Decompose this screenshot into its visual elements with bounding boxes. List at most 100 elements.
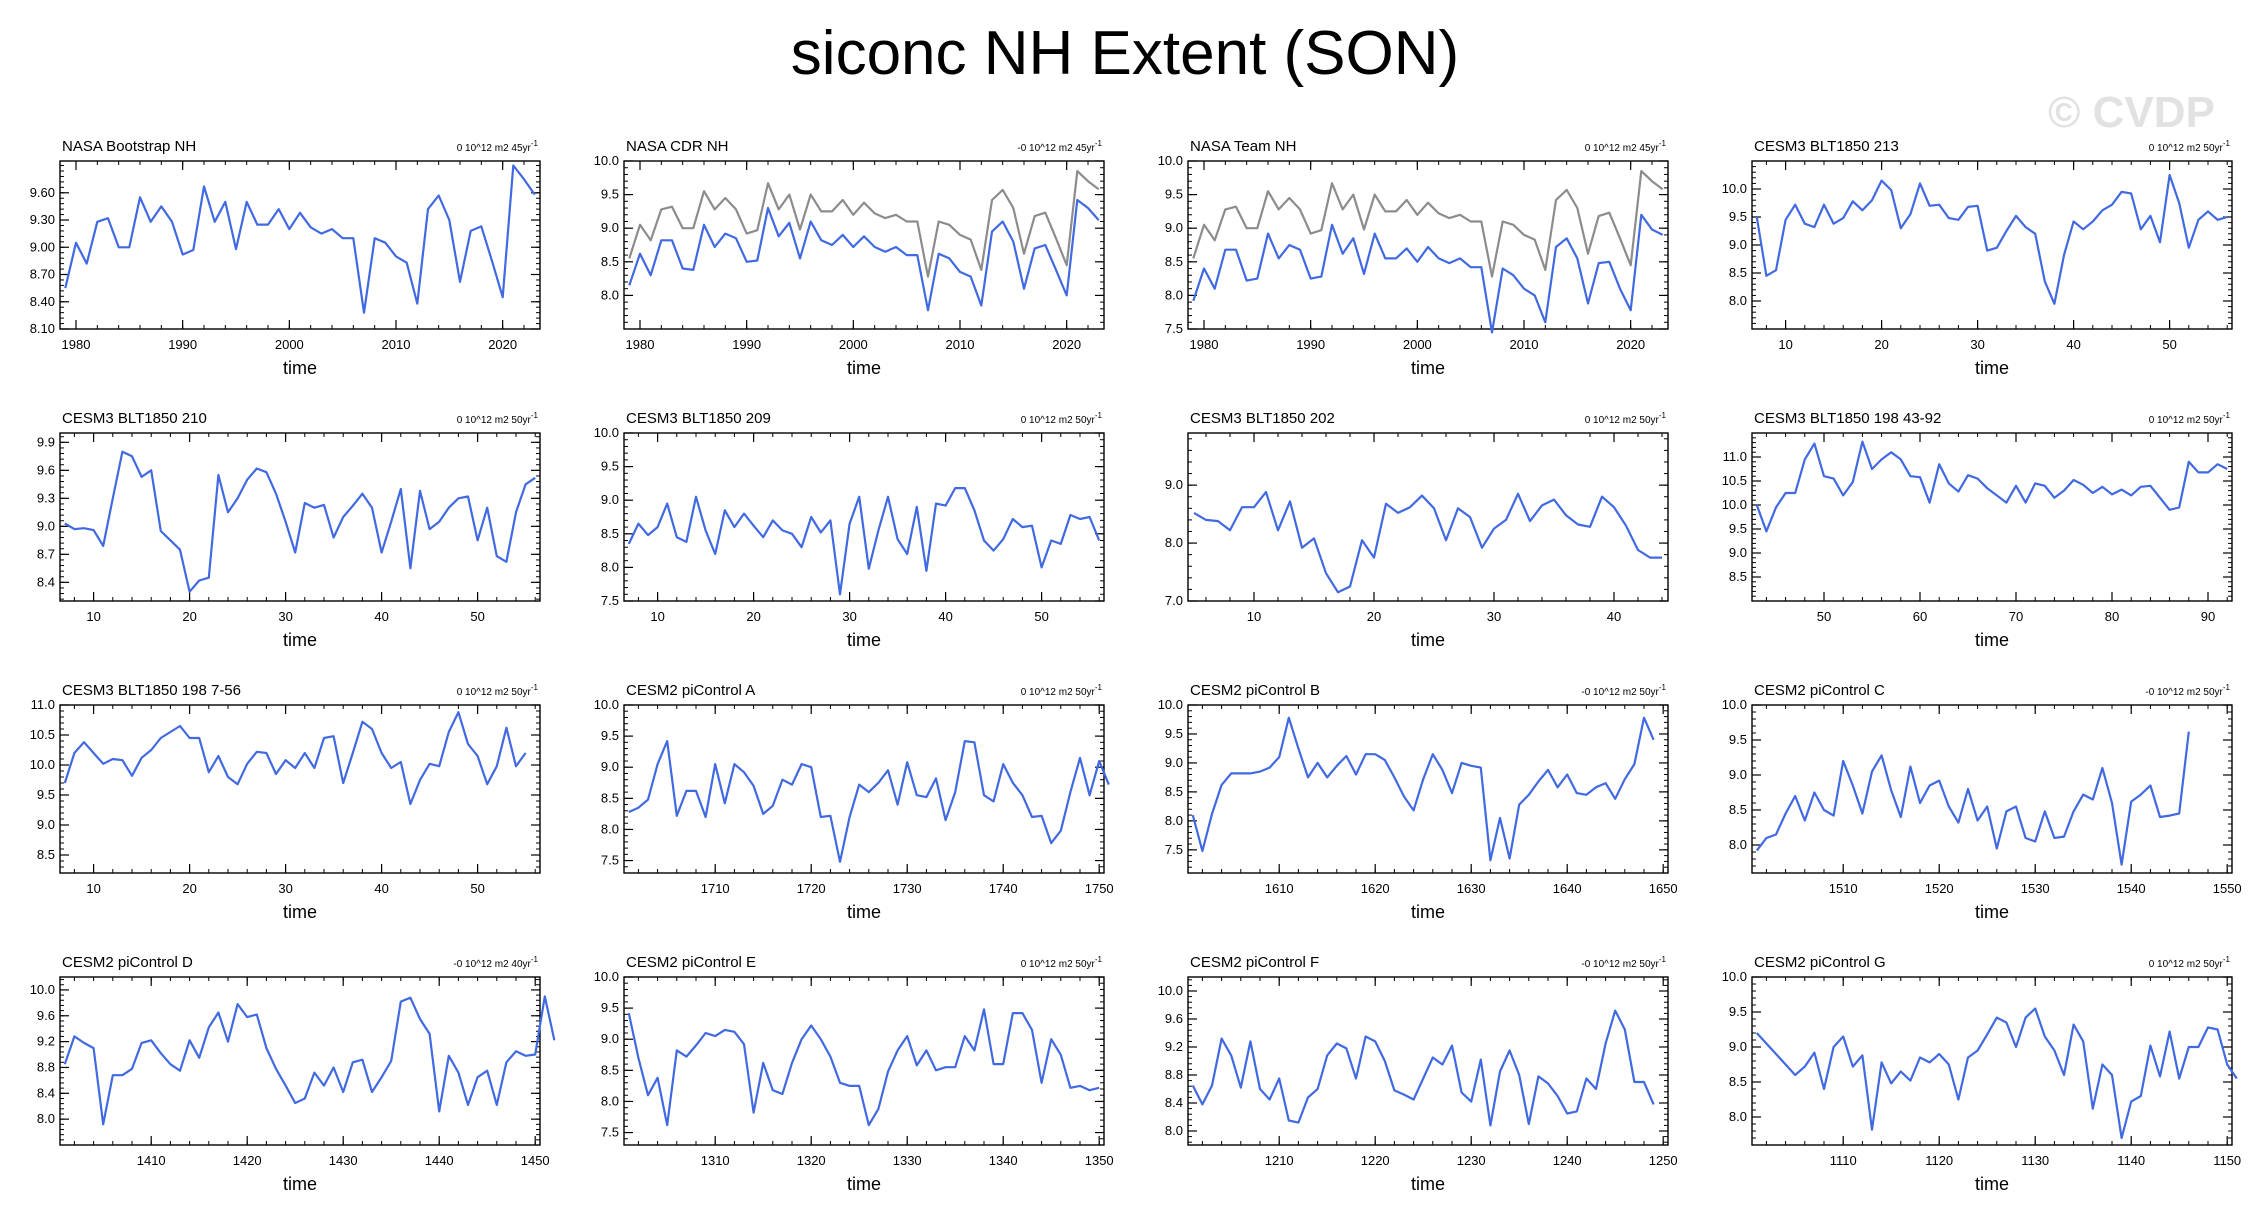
series-line-model <box>1755 440 2228 533</box>
x-tick-label: 1520 <box>1925 881 1954 896</box>
x-tick-label: 1350 <box>1085 1153 1114 1168</box>
x-tick-label: 10 <box>650 609 664 624</box>
y-tick-label: 7.5 <box>601 1125 619 1140</box>
x-axis-label: time <box>1411 358 1445 378</box>
x-tick-label: 1990 <box>732 337 761 352</box>
panel-title: CESM2 piControl A <box>626 682 755 699</box>
chart-panel-3: NASA Team NH 0 10^12 m2 45yr-1 7.5 8.0 8.5 9.… <box>1128 125 1669 410</box>
series-line-model <box>628 739 1110 863</box>
x-tick-label: 1980 <box>1190 337 1219 352</box>
series-line-model <box>63 711 527 806</box>
y-tick-label: 8.0 <box>601 1093 619 1108</box>
y-tick-label: 9.0 <box>1729 767 1747 782</box>
line-chart: NASA CDR NH -0 10^12 m2 45yr-1 8.0 8.5 9.0 9.… <box>594 138 1105 378</box>
plot-frame <box>623 704 1105 874</box>
line-chart: CESM2 piControl G 0 10^12 m2 50yr-1 8.0 8.5… <box>1722 954 2241 1194</box>
y-tick-label: 8.0 <box>1165 535 1183 550</box>
y-tick-label: 8.10 <box>30 321 55 336</box>
plot-frame <box>59 976 541 1146</box>
y-tick-label: 9.0 <box>1165 755 1183 770</box>
trend-label: 0 10^12 m2 50yr-1 <box>2149 955 2231 970</box>
x-tick-label: 1990 <box>1296 337 1325 352</box>
x-tick-label: 40 <box>938 609 952 624</box>
x-axis-label: time <box>847 358 881 378</box>
x-tick-label: 1980 <box>626 337 655 352</box>
panel-title: CESM3 BLT1850 202 <box>1190 410 1335 427</box>
y-tick-label: 8.4 <box>37 1085 55 1100</box>
trend-label: -0 10^12 m2 40yr-1 <box>453 955 538 970</box>
line-chart: NASA Bootstrap NH 0 10^12 m2 45yr-1 8.10 8.… <box>30 138 541 378</box>
plot-frame <box>1751 160 2233 330</box>
y-tick-label: 10.0 <box>1722 969 1747 984</box>
trend-label: -0 10^12 m2 50yr-1 <box>1581 955 1666 970</box>
y-tick-label: 9.5 <box>1729 1004 1747 1019</box>
series-line-model <box>1755 173 2228 305</box>
x-tick-label: 1220 <box>1361 1153 1390 1168</box>
x-tick-label: 2000 <box>1403 337 1432 352</box>
y-tick-label: 10.0 <box>594 153 619 168</box>
y-tick-label: 10.5 <box>1722 473 1747 488</box>
x-tick-label: 10 <box>86 881 100 896</box>
plot-frame <box>1187 704 1669 874</box>
line-chart: CESM2 piControl C -0 10^12 m2 50yr-1 8.0 8.… <box>1722 682 2242 922</box>
x-axis-label: time <box>1411 630 1445 650</box>
y-tick-label: 9.5 <box>1165 726 1183 741</box>
chart-panel-10: CESM2 piControl A 0 10^12 m2 50yr-1 7.5 8.0… <box>564 669 1114 954</box>
y-tick-label: 9.0 <box>1165 220 1183 235</box>
y-tick-label: 8.0 <box>1729 837 1747 852</box>
x-axis-label: time <box>1975 1174 2009 1194</box>
x-tick-label: 1330 <box>893 1153 922 1168</box>
x-tick-label: 1240 <box>1553 1153 1582 1168</box>
line-chart: CESM2 piControl E 0 10^12 m2 50yr-1 7.5 8.0… <box>594 954 1114 1194</box>
x-tick-label: 1210 <box>1265 1153 1294 1168</box>
panel-title: NASA CDR NH <box>626 138 729 155</box>
trend-label: 0 10^12 m2 45yr-1 <box>457 139 539 154</box>
y-tick-label: 9.0 <box>601 1031 619 1046</box>
x-tick-label: 2020 <box>1616 337 1645 352</box>
x-tick-label: 1120 <box>1925 1153 1953 1168</box>
y-tick-label: 9.0 <box>1729 237 1747 252</box>
x-axis-label: time <box>1411 902 1445 922</box>
trend-label: -0 10^12 m2 50yr-1 <box>1581 683 1666 698</box>
x-tick-label: 50 <box>1034 609 1048 624</box>
x-axis-label: time <box>1975 358 2009 378</box>
x-axis-label: time <box>847 1174 881 1194</box>
x-tick-label: 30 <box>1970 337 1984 352</box>
x-tick-label: 1320 <box>797 1153 826 1168</box>
plot-frame <box>59 160 541 330</box>
series-line-model <box>1755 1007 2238 1140</box>
line-chart: CESM3 BLT1850 202 0 10^12 m2 50yr-1 7.0 8.0… <box>1165 410 1669 650</box>
x-tick-label: 1110 <box>1830 1153 1857 1168</box>
x-tick-label: 10 <box>1778 337 1792 352</box>
panel-title: CESM2 piControl G <box>1754 954 1886 971</box>
y-tick-label: 9.2 <box>1165 1039 1183 1054</box>
y-tick-label: 8.0 <box>601 559 619 574</box>
x-tick-label: 80 <box>2105 609 2119 624</box>
x-tick-label: 1150 <box>2213 1153 2241 1168</box>
line-chart: CESM2 piControl A 0 10^12 m2 50yr-1 7.5 8.0… <box>594 682 1114 922</box>
y-tick-label: 8.0 <box>1165 287 1183 302</box>
y-tick-label: 9.60 <box>30 185 55 200</box>
x-tick-label: 1650 <box>1649 881 1678 896</box>
x-axis-label: time <box>283 630 317 650</box>
x-tick-label: 1980 <box>62 337 91 352</box>
series-line-model <box>1193 490 1662 594</box>
y-tick-label: 10.5 <box>30 727 55 742</box>
y-tick-label: 9.0 <box>601 492 619 507</box>
y-tick-label: 8.0 <box>1729 293 1747 308</box>
y-tick-label: 9.30 <box>30 212 55 227</box>
chart-panel-11: CESM2 piControl B -0 10^12 m2 50yr-1 7.5 8.… <box>1128 669 1678 954</box>
y-tick-label: 9.2 <box>37 1034 55 1049</box>
line-chart: CESM2 piControl F -0 10^12 m2 50yr-1 8.0 8.… <box>1158 954 1678 1194</box>
y-tick-label: 9.6 <box>37 462 55 477</box>
series-line-team <box>1192 213 1664 334</box>
panel-title: CESM2 piControl F <box>1190 954 1319 971</box>
x-tick-label: 1550 <box>2213 881 2242 896</box>
x-tick-label: 20 <box>182 881 196 896</box>
y-tick-label: 8.5 <box>601 254 619 269</box>
chart-panel-1: NASA Bootstrap NH 0 10^12 m2 45yr-1 8.10 8.… <box>0 125 541 410</box>
y-tick-label: 9.5 <box>601 187 619 202</box>
x-tick-label: 2010 <box>946 337 975 352</box>
y-tick-label: 8.5 <box>1729 1074 1747 1089</box>
x-tick-label: 50 <box>1817 609 1831 624</box>
